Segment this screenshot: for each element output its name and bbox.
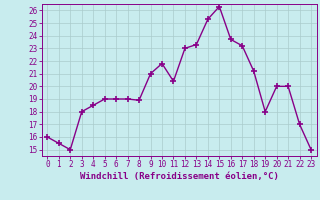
- X-axis label: Windchill (Refroidissement éolien,°C): Windchill (Refroidissement éolien,°C): [80, 172, 279, 181]
